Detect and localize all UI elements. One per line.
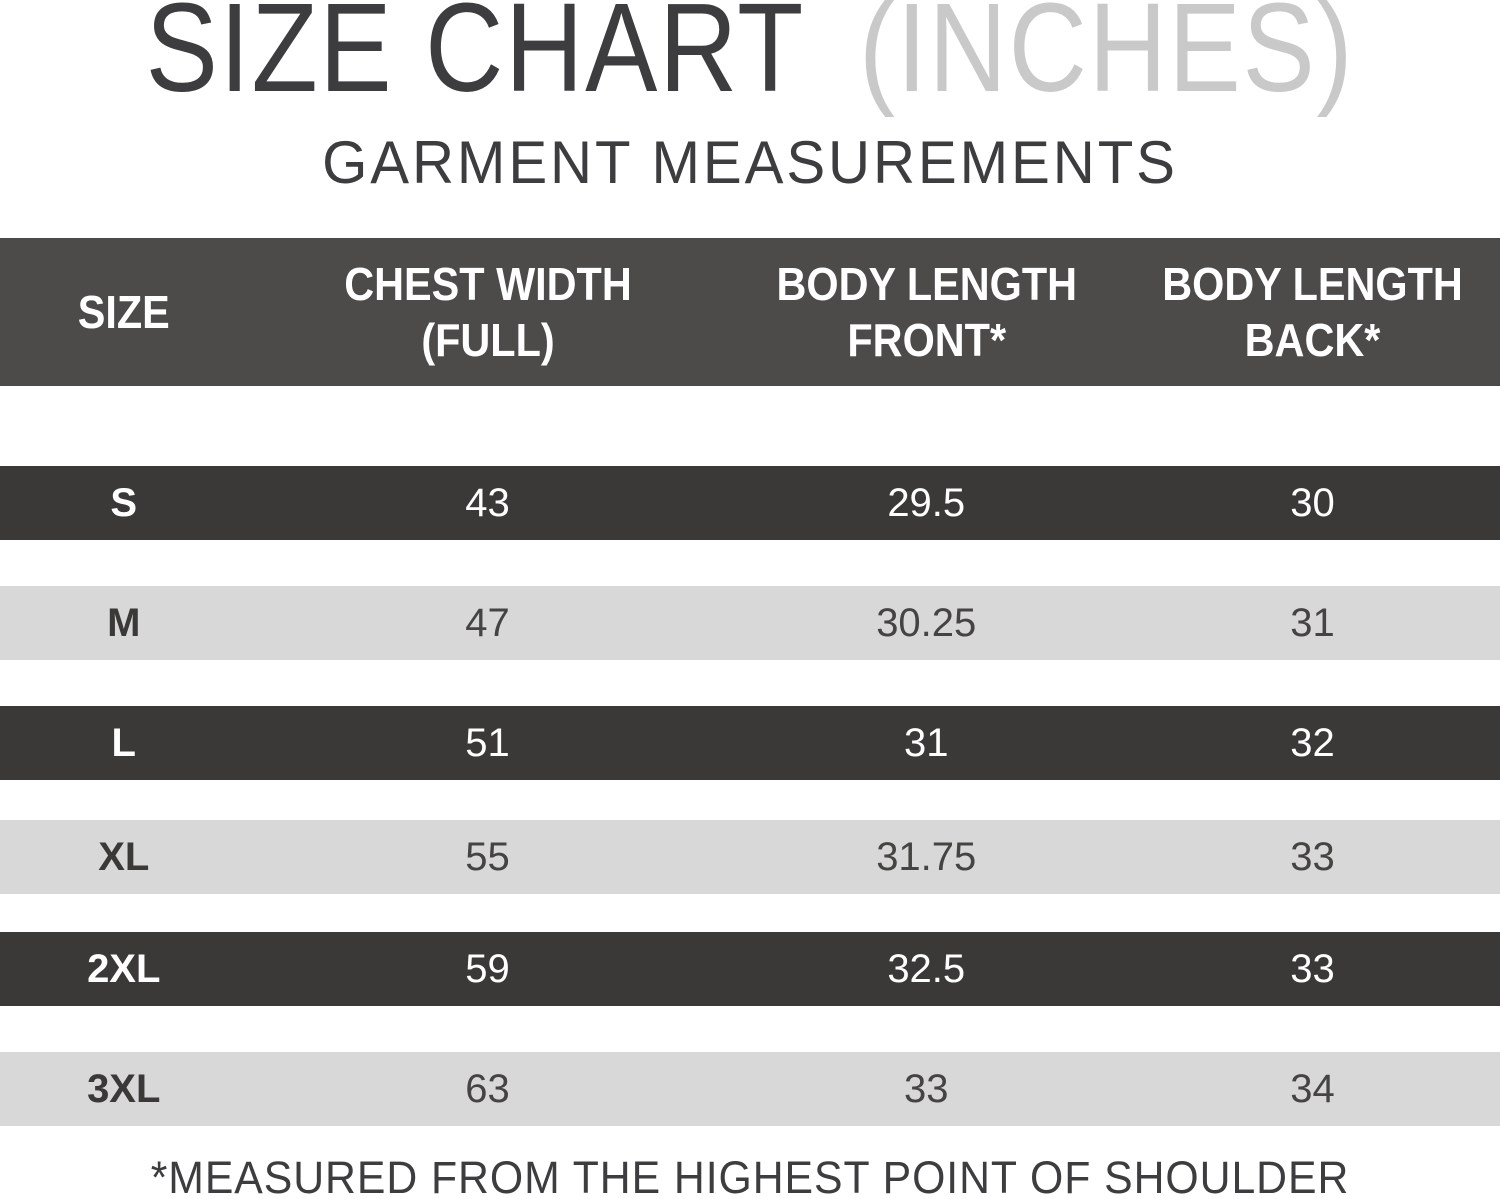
body-length-back-cell: 33 [1290, 946, 1335, 991]
size-cell: XL [98, 834, 150, 879]
body-length-front-cell: 33 [904, 1066, 949, 1111]
table-row-2xl: 2XL 59 32.5 33 [0, 932, 1500, 1006]
chest-width-cell: 47 [465, 600, 510, 645]
body-length-back-cell: 33 [1290, 834, 1335, 879]
table-header-row: SIZE CHEST WIDTH (FULL) BODY LENGTH FRON… [0, 238, 1500, 386]
size-cell: M [107, 600, 141, 645]
chest-width-cell: 55 [465, 834, 510, 879]
column-header-body-length-back: BODY LENGTH BACK* [1125, 256, 1500, 368]
title-unit-text: (INCHES) [859, 0, 1355, 118]
body-length-back-cell: 31 [1290, 600, 1335, 645]
size-cell: S [110, 480, 138, 525]
column-header-size-text: SIZE [77, 285, 170, 338]
footnote: *MEASURED FROM THE HIGHEST POINT OF SHOU… [150, 1152, 1350, 1199]
column-header-body-length-front-text: BODY LENGTH [775, 257, 1077, 310]
chest-width-cell: 63 [465, 1066, 510, 1111]
chest-width-cell: 51 [465, 720, 510, 765]
column-header-body-length-back-text: BODY LENGTH [1162, 257, 1463, 310]
page-title: SIZE CHART (INCHES) [105, 0, 1395, 121]
body-length-back-cell: 34 [1290, 1066, 1335, 1111]
column-header-body-length-front: BODY LENGTH FRONT* [728, 256, 1126, 368]
column-header-body-length-back-text-2: BACK* [1244, 314, 1381, 366]
body-length-front-cell: 31.75 [876, 834, 977, 879]
size-cell: 3XL [87, 1066, 161, 1111]
column-header-body-length-front-text-2: FRONT* [846, 314, 1006, 366]
column-header-chest-width: CHEST WIDTH (FULL) [248, 256, 728, 368]
page-subtitle: GARMENT MEASUREMENTS [322, 129, 1178, 196]
title-text: SIZE CHART [145, 0, 804, 118]
table-row-3xl: 3XL 63 33 34 [0, 1052, 1500, 1126]
body-length-front-cell: 30.25 [876, 600, 977, 645]
body-length-front-cell: 32.5 [887, 946, 966, 991]
table-row-l: L 51 31 32 [0, 706, 1500, 780]
table-row-xl: XL 55 31.75 33 [0, 820, 1500, 894]
chest-width-cell: 59 [465, 946, 510, 991]
table-row-s: S 43 29.5 30 [0, 466, 1500, 540]
size-cell: L [111, 720, 136, 765]
body-length-back-cell: 32 [1290, 720, 1335, 765]
column-header-chest-width-text: CHEST WIDTH [343, 257, 632, 310]
column-header-chest-width-text-2: (FULL) [420, 314, 555, 366]
body-length-front-cell: 31 [904, 720, 949, 765]
body-length-front-cell: 29.5 [887, 480, 966, 525]
size-cell: 2XL [87, 946, 161, 991]
chest-width-cell: 43 [465, 480, 510, 525]
body-length-back-cell: 30 [1290, 480, 1335, 525]
table-row-m: M 47 30.25 31 [0, 586, 1500, 660]
column-header-size: SIZE [0, 284, 248, 340]
